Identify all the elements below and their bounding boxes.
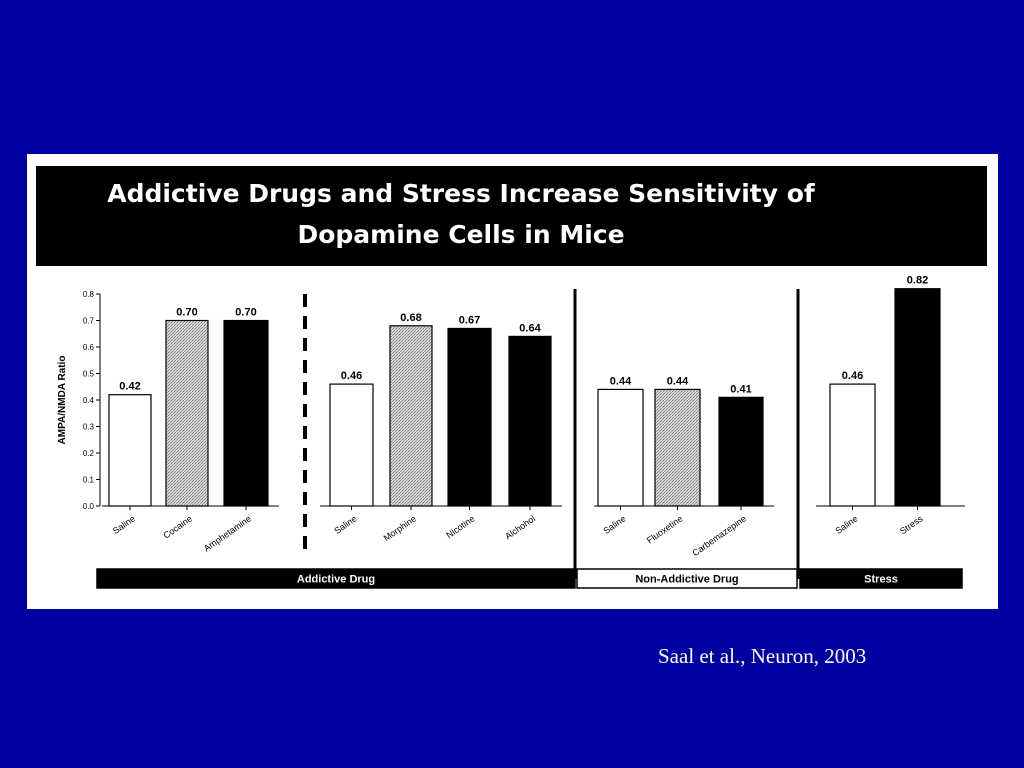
group-label-bar (799, 568, 963, 589)
bar-saline (597, 388, 644, 507)
group-label: Addictive Drug (297, 574, 375, 586)
y-tick-label: 0.1 (83, 476, 95, 485)
data-label: 0.46 (842, 370, 863, 382)
data-label: 0.44 (667, 375, 689, 387)
bar-saline (108, 394, 152, 507)
data-label: 0.42 (119, 381, 140, 393)
data-label: 0.70 (176, 307, 197, 319)
data-label: 0.64 (519, 322, 541, 334)
data-label: 0.68 (400, 312, 421, 324)
data-label: 0.46 (341, 370, 362, 382)
y-axis-label: AMPA/NMDA Ratio (57, 356, 68, 445)
y-tick-label: 0.0 (83, 502, 95, 511)
data-label: 0.82 (907, 275, 928, 287)
bar-fluoxetine (654, 388, 701, 507)
y-tick-label: 0.4 (83, 396, 95, 405)
title-bar (36, 166, 987, 266)
bar-nicotine (447, 327, 492, 507)
bar-saline (829, 383, 876, 507)
data-label: 0.70 (235, 307, 256, 319)
bar-morphine (389, 325, 433, 507)
y-tick-label: 0.8 (83, 290, 95, 299)
chart-panel: Addictive Drugs and Stress Increase Sens… (27, 154, 998, 609)
y-tick-label: 0.2 (83, 449, 95, 458)
chart-title-line-1: Addictive Drugs and Stress Increase Sens… (107, 179, 816, 208)
group-label-bar (96, 568, 576, 589)
y-tick-label: 0.6 (83, 343, 95, 352)
y-tick-label: 0.5 (83, 370, 95, 379)
bar-carbemazepine (718, 396, 764, 507)
data-label: 0.44 (610, 375, 632, 387)
group-label-bar (576, 568, 798, 589)
plot-area: 0.0 0.1 0.2 0.3 0.4 0.5 0.6 0.7 0.8 AMPA/NMDA Rat… (57, 275, 965, 589)
citation-text: Saal et al., Neuron, 2003 (658, 644, 867, 668)
data-label: 0.41 (730, 383, 751, 395)
bar-alchohol (508, 335, 552, 507)
chart-title-line-2: Dopamine Cells in Mice (297, 220, 624, 249)
y-tick-label: 0.7 (83, 317, 95, 326)
chart-figure: Addictive Drugs and Stress Increase Sens… (27, 154, 998, 609)
bar-amphetamine (223, 319, 269, 507)
group-label: Non-Addictive Drug (635, 574, 738, 586)
data-label: 0.67 (459, 314, 480, 326)
group-label: Stress (864, 574, 898, 586)
y-tick-label: 0.3 (83, 423, 95, 432)
bar-saline (329, 383, 374, 507)
bar-cocaine (165, 319, 209, 507)
bar-stress (894, 288, 941, 507)
